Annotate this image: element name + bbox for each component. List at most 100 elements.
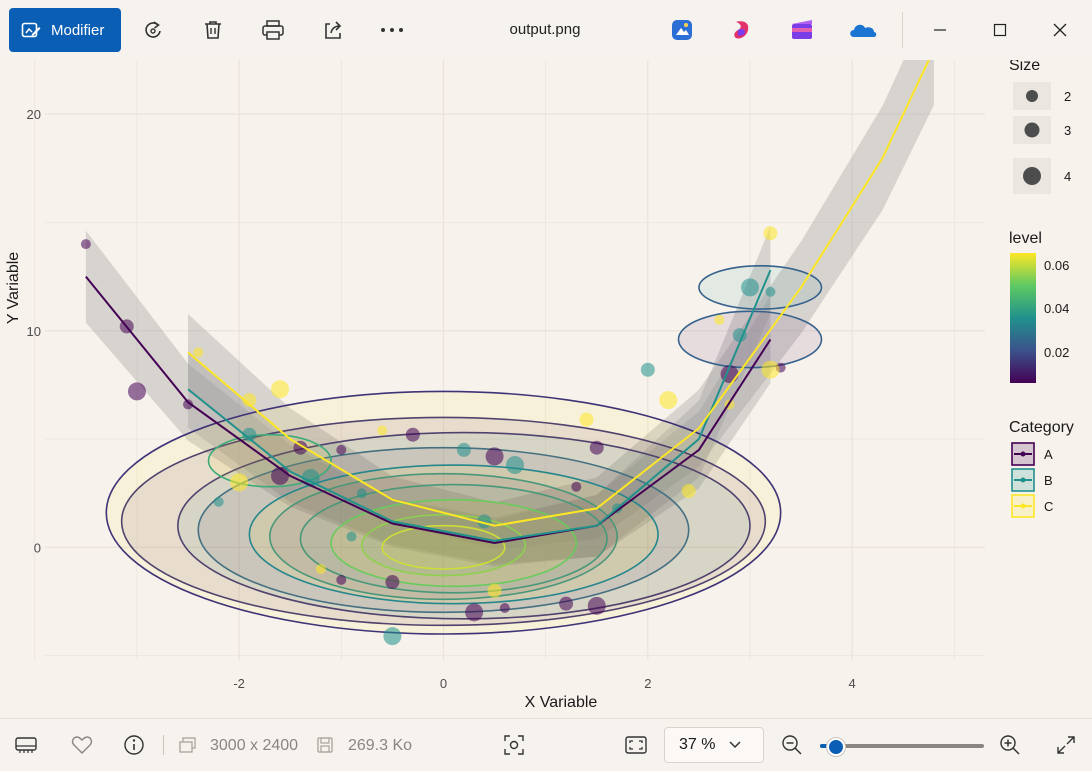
- legend-category-label: A: [1044, 447, 1053, 462]
- zoom-out-icon[interactable]: [780, 733, 804, 757]
- y-tick-label: 0: [34, 540, 41, 555]
- data-point-C: [681, 484, 696, 499]
- rotate-icon[interactable]: [138, 15, 168, 45]
- minimize-icon[interactable]: [925, 15, 955, 45]
- legend-size-dot: [1026, 90, 1038, 102]
- data-point-B: [640, 362, 655, 377]
- edit-button-label: Modifier: [51, 21, 105, 39]
- data-point-A: [465, 603, 484, 622]
- data-point-A: [559, 596, 574, 611]
- maximize-icon[interactable]: [985, 15, 1015, 45]
- share-icon[interactable]: [318, 15, 348, 45]
- data-point-A: [571, 481, 582, 492]
- legend-level-colorbar: [1010, 253, 1036, 383]
- legend-size-dot: [1023, 167, 1041, 185]
- clipchamp-icon[interactable]: [790, 18, 814, 42]
- legend-size-dot: [1024, 122, 1040, 138]
- chevron-down-icon: [729, 741, 741, 749]
- file-size-icon: [313, 733, 337, 757]
- y-tick-label: 10: [27, 324, 41, 339]
- data-point-C: [487, 583, 502, 598]
- data-point-A: [587, 596, 606, 615]
- data-point-B: [506, 456, 524, 475]
- info-icon[interactable]: [122, 733, 146, 757]
- y-tick-label: 20: [27, 107, 41, 122]
- dimensions-icon: [176, 733, 200, 757]
- data-point-A: [485, 447, 504, 466]
- scan-icon[interactable]: [502, 733, 526, 757]
- legend-level-label: 0.04: [1044, 301, 1069, 316]
- fit-to-window-icon[interactable]: [624, 733, 648, 757]
- more-icon[interactable]: [377, 15, 407, 45]
- file-size: 269.3 Ko: [348, 737, 413, 754]
- data-point-A: [385, 575, 400, 590]
- data-point-A: [589, 440, 604, 455]
- status-bar: 3000 x 2400 269.3 Ko 37 %: [0, 718, 1092, 771]
- density-contour-A: [677, 310, 823, 369]
- toolbar: Modifier output.png: [0, 0, 1092, 60]
- image-dimensions: 3000 x 2400: [210, 737, 299, 754]
- edit-image-icon: [21, 22, 41, 38]
- fit-line-A: [85, 275, 772, 545]
- data-point-B: [765, 286, 776, 297]
- x-tick-label: 2: [644, 676, 651, 691]
- density-contour-C: [381, 524, 506, 570]
- density-contour-B: [698, 264, 823, 310]
- print-icon[interactable]: [258, 15, 288, 45]
- zoom-slider-track[interactable]: [820, 744, 984, 748]
- fit-line-B: [187, 269, 772, 542]
- favorite-icon[interactable]: [70, 733, 94, 757]
- confidence-band-C: [188, 60, 934, 549]
- data-point-C: [659, 391, 678, 410]
- data-point-A: [293, 440, 308, 455]
- confidence-band-A: [85, 230, 771, 567]
- fit-line-C: [187, 60, 930, 527]
- data-point-C: [579, 412, 594, 427]
- data-point-B: [732, 328, 747, 343]
- data-point-A: [405, 427, 420, 442]
- data-point-C: [315, 564, 326, 575]
- data-point-C: [230, 473, 249, 492]
- legend-category-label: C: [1044, 499, 1053, 514]
- density-contour-A: [268, 472, 618, 601]
- photo-editor-icon[interactable]: [670, 18, 694, 42]
- onedrive-icon[interactable]: [848, 18, 878, 42]
- edit-button[interactable]: Modifier: [9, 8, 121, 52]
- x-tick-label: 4: [849, 676, 856, 691]
- data-point-B: [346, 531, 357, 542]
- data-point-B: [741, 278, 759, 297]
- zoom-value: 37 %: [679, 736, 716, 753]
- delete-icon[interactable]: [198, 15, 228, 45]
- toolbar-divider: [902, 12, 903, 48]
- close-icon[interactable]: [1045, 15, 1075, 45]
- legend-size-label: 2: [1064, 89, 1071, 104]
- data-point-C: [761, 360, 780, 379]
- zoom-select[interactable]: 37 %: [664, 727, 764, 763]
- image-canvas[interactable]: -2 0 2 4 0 10 20 X Variable Y Variable Size 2 3 4 lev…: [0, 60, 1092, 718]
- legend-size-title: Size: [1009, 60, 1040, 74]
- legend-category-dot: [1020, 477, 1026, 483]
- copilot-icon[interactable]: [730, 18, 754, 42]
- data-point-C: [763, 226, 778, 241]
- data-point-C: [271, 380, 289, 399]
- data-point-A: [80, 239, 91, 250]
- legend-size-label: 4: [1064, 169, 1071, 184]
- filmstrip-icon[interactable]: [14, 733, 38, 757]
- density-contour-B: [299, 483, 608, 594]
- status-divider: [163, 735, 164, 755]
- data-point-A: [127, 382, 146, 401]
- data-point-B: [356, 488, 367, 499]
- data-point-A: [336, 444, 347, 455]
- legend-level-label: 0.06: [1044, 258, 1069, 273]
- data-point-C: [242, 393, 257, 408]
- legend-category-label: B: [1044, 473, 1053, 488]
- zoom-slider-thumb[interactable]: [827, 738, 846, 756]
- density-contour-B: [360, 514, 527, 577]
- fullscreen-icon[interactable]: [1054, 733, 1078, 757]
- legend-size-label: 3: [1064, 123, 1071, 138]
- zoom-in-icon[interactable]: [998, 733, 1022, 757]
- data-point-B: [242, 427, 257, 442]
- x-tick-label: -2: [233, 676, 245, 691]
- data-point-B: [213, 496, 224, 507]
- legend-level-title: level: [1009, 230, 1042, 247]
